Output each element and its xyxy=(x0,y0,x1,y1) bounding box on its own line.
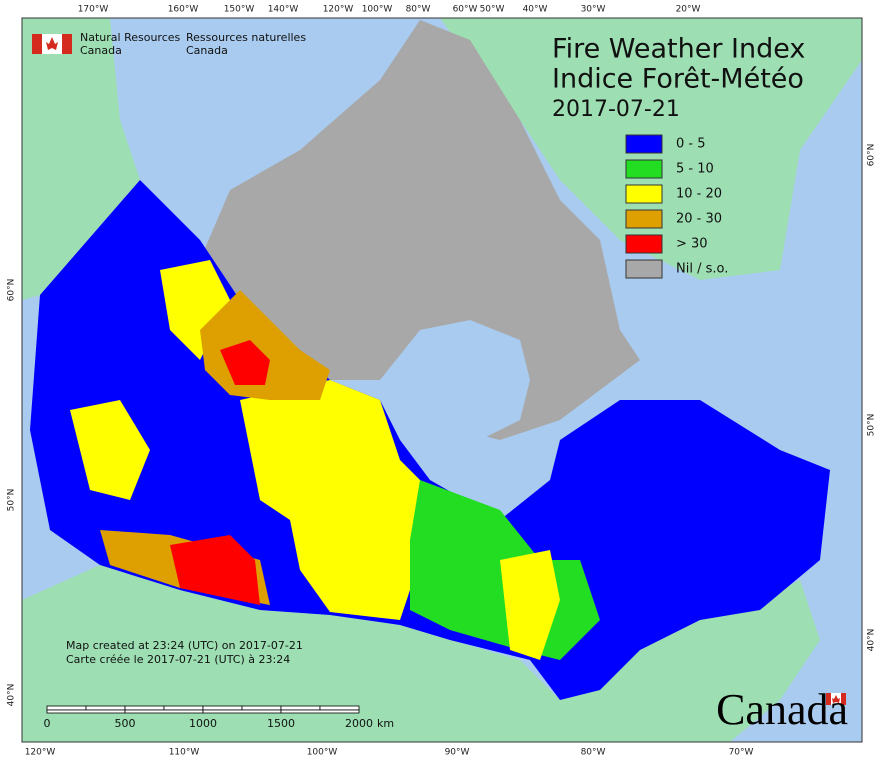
map-area xyxy=(22,18,862,742)
title: Indice Forêt-Météo xyxy=(552,64,804,95)
scale-segment xyxy=(124,705,165,711)
longitude-label: 20°W xyxy=(676,5,701,15)
longitude-label: 80°W xyxy=(406,5,431,15)
latitude-label: 60°N xyxy=(7,279,17,302)
longitude-label: 120°W xyxy=(323,5,354,15)
scale-segment xyxy=(280,705,321,711)
alaska xyxy=(22,18,140,300)
longitude-label: 160°W xyxy=(168,5,199,15)
scale-segment xyxy=(163,705,204,711)
scale-label: 500 xyxy=(115,717,136,730)
note: Map created at 23:24 (UTC) on 2017-07-21 xyxy=(66,639,303,652)
scale-label: 1500 xyxy=(267,717,295,730)
nrcan-flag xyxy=(32,34,72,54)
legend-label: 10 - 20 xyxy=(676,187,722,202)
note: Carte créée le 2017-07-21 (UTC) à 23:24 xyxy=(66,653,290,666)
agency-en: Canada xyxy=(80,44,122,57)
legend-label: 5 - 10 xyxy=(676,162,714,177)
map-frame xyxy=(21,17,863,743)
legend-swatch xyxy=(625,234,663,254)
hudson-bay xyxy=(380,320,530,450)
longitude-label: 100°W xyxy=(307,748,338,758)
legend-swatch xyxy=(625,259,663,279)
canada-flag xyxy=(826,693,846,705)
latitude-label: 40°N xyxy=(7,684,17,707)
legend-label: > 30 xyxy=(676,237,708,252)
scale-unit: km xyxy=(377,717,394,730)
fwi-over-30 xyxy=(220,340,270,385)
arctic-nil xyxy=(200,20,640,440)
agency-fr: Ressources naturelles xyxy=(186,31,306,44)
longitude-label: 90°W xyxy=(445,748,470,758)
scale-label: 2000 xyxy=(345,717,373,730)
longitude-label: 40°W xyxy=(523,5,548,15)
longitude-label: 170°W xyxy=(78,5,109,15)
legend-swatch xyxy=(625,134,663,154)
longitude-label: 60°W xyxy=(453,5,478,15)
longitude-label: 70°W xyxy=(729,748,754,758)
latitude-label: 60°N xyxy=(867,144,877,167)
longitude-label: 150°W xyxy=(224,5,255,15)
longitude-label: 140°W xyxy=(268,5,299,15)
scale-segment xyxy=(85,705,126,711)
fwi-10-20-east xyxy=(500,550,560,660)
longitude-label: 100°W xyxy=(362,5,393,15)
agency-fr: Canada xyxy=(186,44,228,57)
scale-segment xyxy=(202,705,243,711)
latitude-label: 50°N xyxy=(7,489,17,512)
scale-segment xyxy=(319,705,360,711)
scale-segment xyxy=(46,705,87,711)
title: Fire Weather Index xyxy=(552,34,805,65)
longitude-label: 50°W xyxy=(480,5,505,15)
fwi-10-20-bc xyxy=(70,400,150,500)
longitude-label: 110°W xyxy=(169,748,200,758)
scale-segment xyxy=(124,709,204,714)
latitude-label: 40°N xyxy=(867,629,877,652)
legend-label: 20 - 30 xyxy=(676,212,722,227)
longitude-label: 80°W xyxy=(581,748,606,758)
legend-label: 0 - 5 xyxy=(676,137,706,152)
legend-swatch xyxy=(625,159,663,179)
scale-segment xyxy=(241,705,282,711)
canada-wordmark: Canada xyxy=(716,685,848,734)
longitude-label: 30°W xyxy=(581,5,606,15)
legend-swatch xyxy=(625,209,663,229)
scale-segment xyxy=(202,709,282,714)
us-land xyxy=(22,565,820,742)
date: 2017-07-21 xyxy=(552,97,680,122)
scale-label: 1000 xyxy=(189,717,217,730)
longitude-label: 120°W xyxy=(25,748,56,758)
latitude-label: 50°N xyxy=(867,414,877,437)
scale-segment xyxy=(280,709,360,714)
fwi-10-20 xyxy=(240,380,430,620)
scale-label: 0 xyxy=(44,717,51,730)
scale-segment xyxy=(46,709,126,714)
agency-en: Natural Resources xyxy=(80,31,181,44)
legend-swatch xyxy=(625,184,663,204)
legend-label: Nil / s.o. xyxy=(676,262,728,277)
fwi-over-30-south xyxy=(170,535,260,605)
